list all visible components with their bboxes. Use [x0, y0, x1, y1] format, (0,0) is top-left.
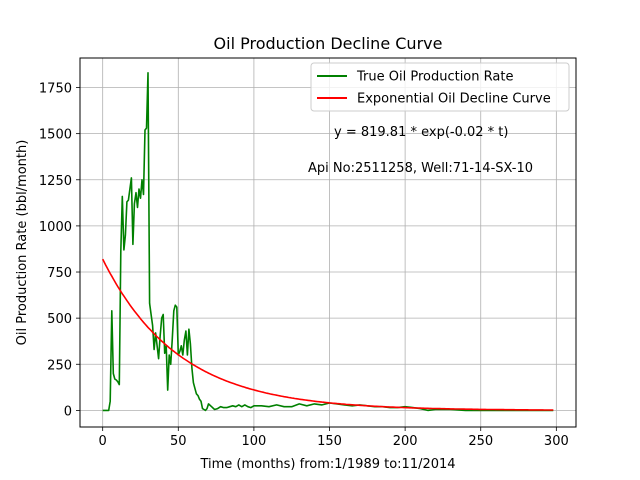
chart-title: Oil Production Decline Curve	[214, 34, 443, 53]
x-tick-label: 300	[544, 434, 569, 449]
y-tick-label: 1500	[39, 128, 72, 143]
plot-frame	[79, 57, 577, 428]
y-tick-label: 0	[64, 404, 72, 419]
legend: True Oil Production Rate Exponential Oil…	[310, 62, 570, 112]
ticks: 0 50 100 150 200 250 300 0 250 500 750 1000 1250 1500…	[39, 82, 569, 449]
x-tick-label: 250	[468, 434, 493, 449]
y-tick-label: 1750	[39, 82, 72, 97]
y-axis-label: Oil Production Rate (bbl/month)	[15, 140, 30, 346]
legend-label-exponential: Exponential Oil Decline Curve	[357, 92, 551, 107]
y-tick-label: 500	[47, 312, 72, 327]
x-axis-label: Time (months) from:1/1989 to:11/2014	[199, 457, 455, 472]
series-line-exponential	[101, 258, 554, 411]
legend-label-true-rate: True Oil Production Rate	[356, 70, 513, 85]
series-line-true-rate	[102, 72, 554, 412]
well-annotation: Api No:2511258, Well:71-14-SX-10	[308, 161, 533, 176]
y-tick-label: 250	[47, 358, 72, 373]
equation-annotation: y = 819.81 * exp(-0.02 * t)	[334, 125, 508, 140]
x-tick-label: 150	[317, 434, 342, 449]
y-tick-label: 750	[47, 266, 72, 281]
legend-box	[310, 62, 570, 112]
x-tick-label: 0	[99, 434, 107, 449]
x-tick-label: 50	[170, 434, 187, 449]
series-group	[101, 72, 554, 412]
x-tick-label: 200	[393, 434, 418, 449]
y-tick-label: 1000	[39, 220, 72, 235]
x-tick-label: 100	[241, 434, 266, 449]
y-tick-label: 1250	[39, 174, 72, 189]
